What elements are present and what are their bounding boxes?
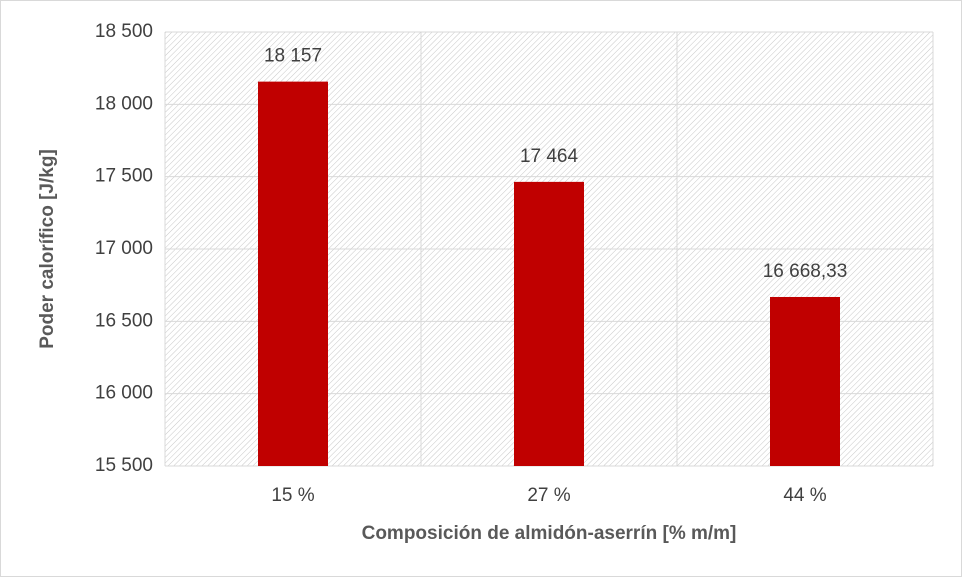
y-tick-label: 17 000: [95, 238, 153, 259]
x-tick-label: 15 %: [271, 485, 314, 506]
data-label: 16 668,33: [763, 261, 848, 282]
bar: [770, 296, 840, 466]
bar: [258, 81, 328, 466]
x-tick-label: 27 %: [527, 485, 570, 506]
y-tick-label: 18 500: [95, 21, 153, 42]
y-tick-label: 16 000: [95, 383, 153, 404]
data-label: 17 464: [520, 146, 579, 167]
y-tick-label: 18 000: [95, 93, 153, 114]
y-tick-label: 16 500: [95, 310, 153, 331]
y-tick-label: 15 500: [95, 455, 153, 476]
x-axis-title: Composición de almidón-aserrín [% m/m]: [362, 523, 737, 544]
data-label: 18 157: [264, 46, 322, 67]
y-tick-label: 17 500: [95, 166, 153, 187]
y-axis-title: Poder calorífico [J/kg]: [37, 149, 58, 349]
x-tick-label: 44 %: [783, 485, 826, 506]
bar: [514, 181, 584, 466]
